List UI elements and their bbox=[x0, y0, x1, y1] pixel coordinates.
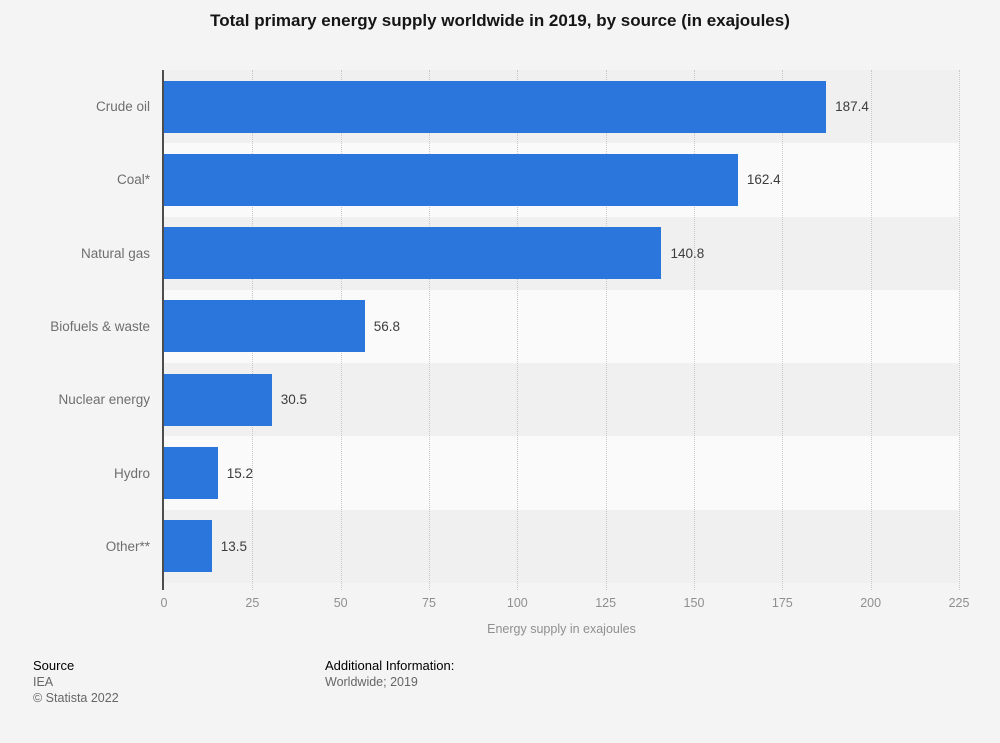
category-label: Crude oil bbox=[95, 99, 150, 115]
x-tick-label: 200 bbox=[860, 596, 882, 610]
row-band bbox=[164, 363, 959, 437]
footer-additional-block: Additional Information: Worldwide; 2019 bbox=[325, 658, 454, 690]
x-tick-label: 150 bbox=[683, 596, 705, 610]
bar[interactable] bbox=[164, 227, 662, 280]
x-axis-ticks: 0 25 50 75 100 125 150 175 200 225 bbox=[160, 596, 970, 611]
chart-row: 56.8 bbox=[164, 290, 959, 363]
chart-title: Total primary energy supply worldwide in… bbox=[210, 11, 790, 30]
additional-info-label: Additional Information: bbox=[325, 658, 455, 673]
bar[interactable] bbox=[164, 520, 212, 573]
source-label: Source bbox=[33, 658, 75, 673]
category-label: Other** bbox=[105, 538, 150, 554]
x-tick-label: 225 bbox=[948, 596, 970, 610]
chart-row: 140.8 bbox=[164, 217, 959, 290]
plot-area: 187.4 162.4 140.8 56.8 30.5 15.2 13.5 bbox=[164, 70, 960, 590]
gridline bbox=[870, 70, 872, 590]
x-tick-label: 100 bbox=[506, 596, 528, 610]
row-band bbox=[164, 509, 959, 583]
gridline bbox=[428, 70, 430, 590]
chart-row: 30.5 bbox=[164, 363, 959, 436]
x-tick-label: 0 bbox=[160, 596, 168, 610]
category-label: Hydro bbox=[113, 465, 150, 481]
footer-source-block: Source IEA © Statista 2022 bbox=[33, 658, 119, 706]
category-axis-labels: Crude oil Coal* Natural gas Biofuels & wast… bbox=[0, 70, 150, 583]
row-bands bbox=[164, 70, 959, 583]
copyright: © Statista 2022 bbox=[33, 691, 119, 705]
bar-value-label: 187.4 bbox=[835, 99, 869, 115]
x-tick-label: 175 bbox=[771, 596, 793, 610]
source-value: IEA bbox=[33, 675, 54, 689]
bar-value-label: 140.8 bbox=[670, 245, 705, 261]
gridline bbox=[782, 70, 784, 590]
bar[interactable] bbox=[164, 447, 218, 500]
bar[interactable] bbox=[164, 80, 827, 133]
x-tick-label: 50 bbox=[333, 596, 348, 610]
bar-value-label: 13.5 bbox=[220, 538, 247, 554]
x-tick-label: 75 bbox=[422, 596, 436, 610]
bar-value-label: 56.8 bbox=[373, 318, 400, 334]
chart-row: 162.4 bbox=[164, 143, 959, 216]
category-label: Coal* bbox=[116, 172, 150, 188]
bar[interactable] bbox=[164, 153, 738, 206]
bar-value-label: 162.4 bbox=[746, 172, 781, 188]
x-tick-label: 25 bbox=[245, 596, 260, 610]
gridline bbox=[517, 70, 519, 590]
chart-row: 13.5 bbox=[164, 510, 959, 583]
chart-row: 187.4 bbox=[164, 70, 959, 143]
x-axis-title: Energy supply in exajoules bbox=[487, 622, 636, 636]
additional-info-value: Worldwide; 2019 bbox=[325, 675, 418, 689]
bar[interactable] bbox=[164, 300, 365, 353]
bar-value-label: 30.5 bbox=[280, 392, 308, 408]
x-tick-label: 125 bbox=[595, 596, 617, 610]
gridline bbox=[959, 70, 960, 590]
bar-value-label: 15.2 bbox=[226, 465, 253, 481]
category-label: Natural gas bbox=[80, 245, 150, 261]
row-band bbox=[164, 436, 959, 510]
bar-rows: 187.4 162.4 140.8 56.8 30.5 15.2 13.5 bbox=[164, 70, 959, 583]
category-label: Biofuels & waste bbox=[50, 318, 150, 334]
bar[interactable] bbox=[164, 373, 272, 426]
category-label: Nuclear energy bbox=[58, 392, 150, 408]
y-axis-line bbox=[162, 70, 164, 590]
chart-row: 15.2 bbox=[164, 436, 959, 509]
gridline bbox=[693, 70, 695, 590]
gridline bbox=[605, 70, 607, 590]
